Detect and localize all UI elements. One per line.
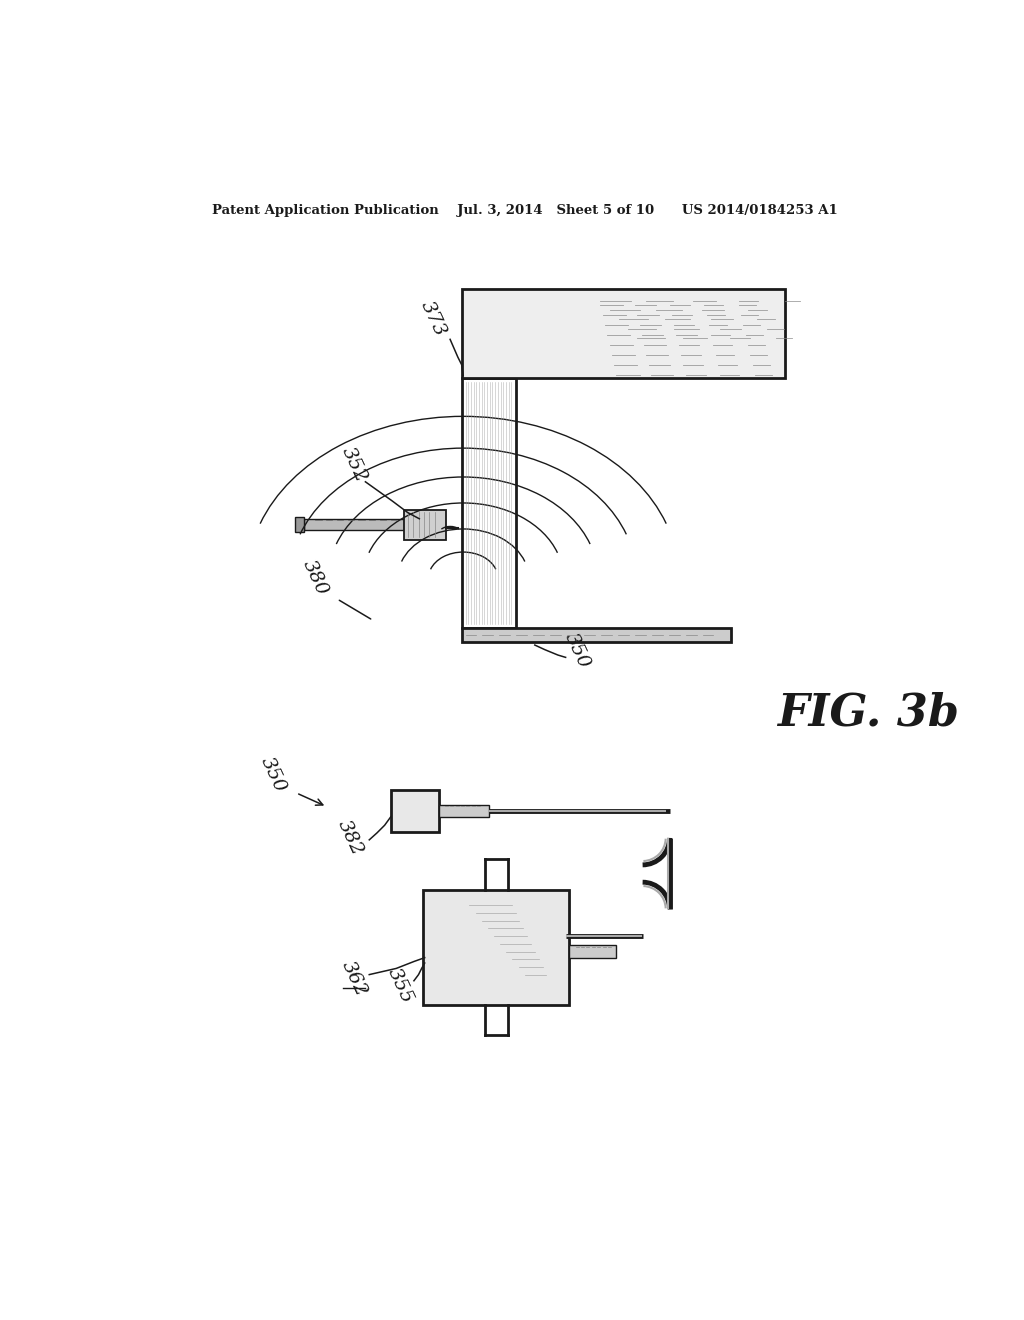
Text: 350: 350: [561, 631, 593, 672]
Text: Patent Application Publication    Jul. 3, 2014   Sheet 5 of 10      US 2014/0184: Patent Application Publication Jul. 3, 2…: [212, 205, 838, 218]
Text: 362: 362: [338, 958, 370, 999]
Bar: [304, 519, 403, 531]
Text: 380: 380: [299, 557, 332, 599]
Bar: [462, 289, 785, 378]
Bar: [462, 378, 515, 628]
Bar: [438, 805, 488, 817]
Bar: [391, 789, 438, 832]
Text: FIG. 3b: FIG. 3b: [777, 692, 959, 734]
Text: 382: 382: [334, 817, 366, 858]
Text: 352: 352: [338, 445, 370, 486]
Bar: [438, 805, 488, 817]
Bar: [403, 510, 446, 540]
Bar: [403, 510, 446, 540]
Text: 350: 350: [257, 754, 289, 795]
Text: 373: 373: [417, 298, 450, 339]
Bar: [295, 517, 304, 532]
Text: 355: 355: [384, 965, 416, 1007]
Bar: [569, 945, 615, 958]
Bar: [462, 628, 731, 642]
Bar: [569, 945, 615, 958]
Bar: [423, 890, 569, 1006]
Bar: [391, 789, 438, 832]
Bar: [462, 289, 785, 378]
Bar: [423, 890, 569, 1006]
Bar: [304, 519, 403, 531]
Bar: [462, 628, 731, 642]
